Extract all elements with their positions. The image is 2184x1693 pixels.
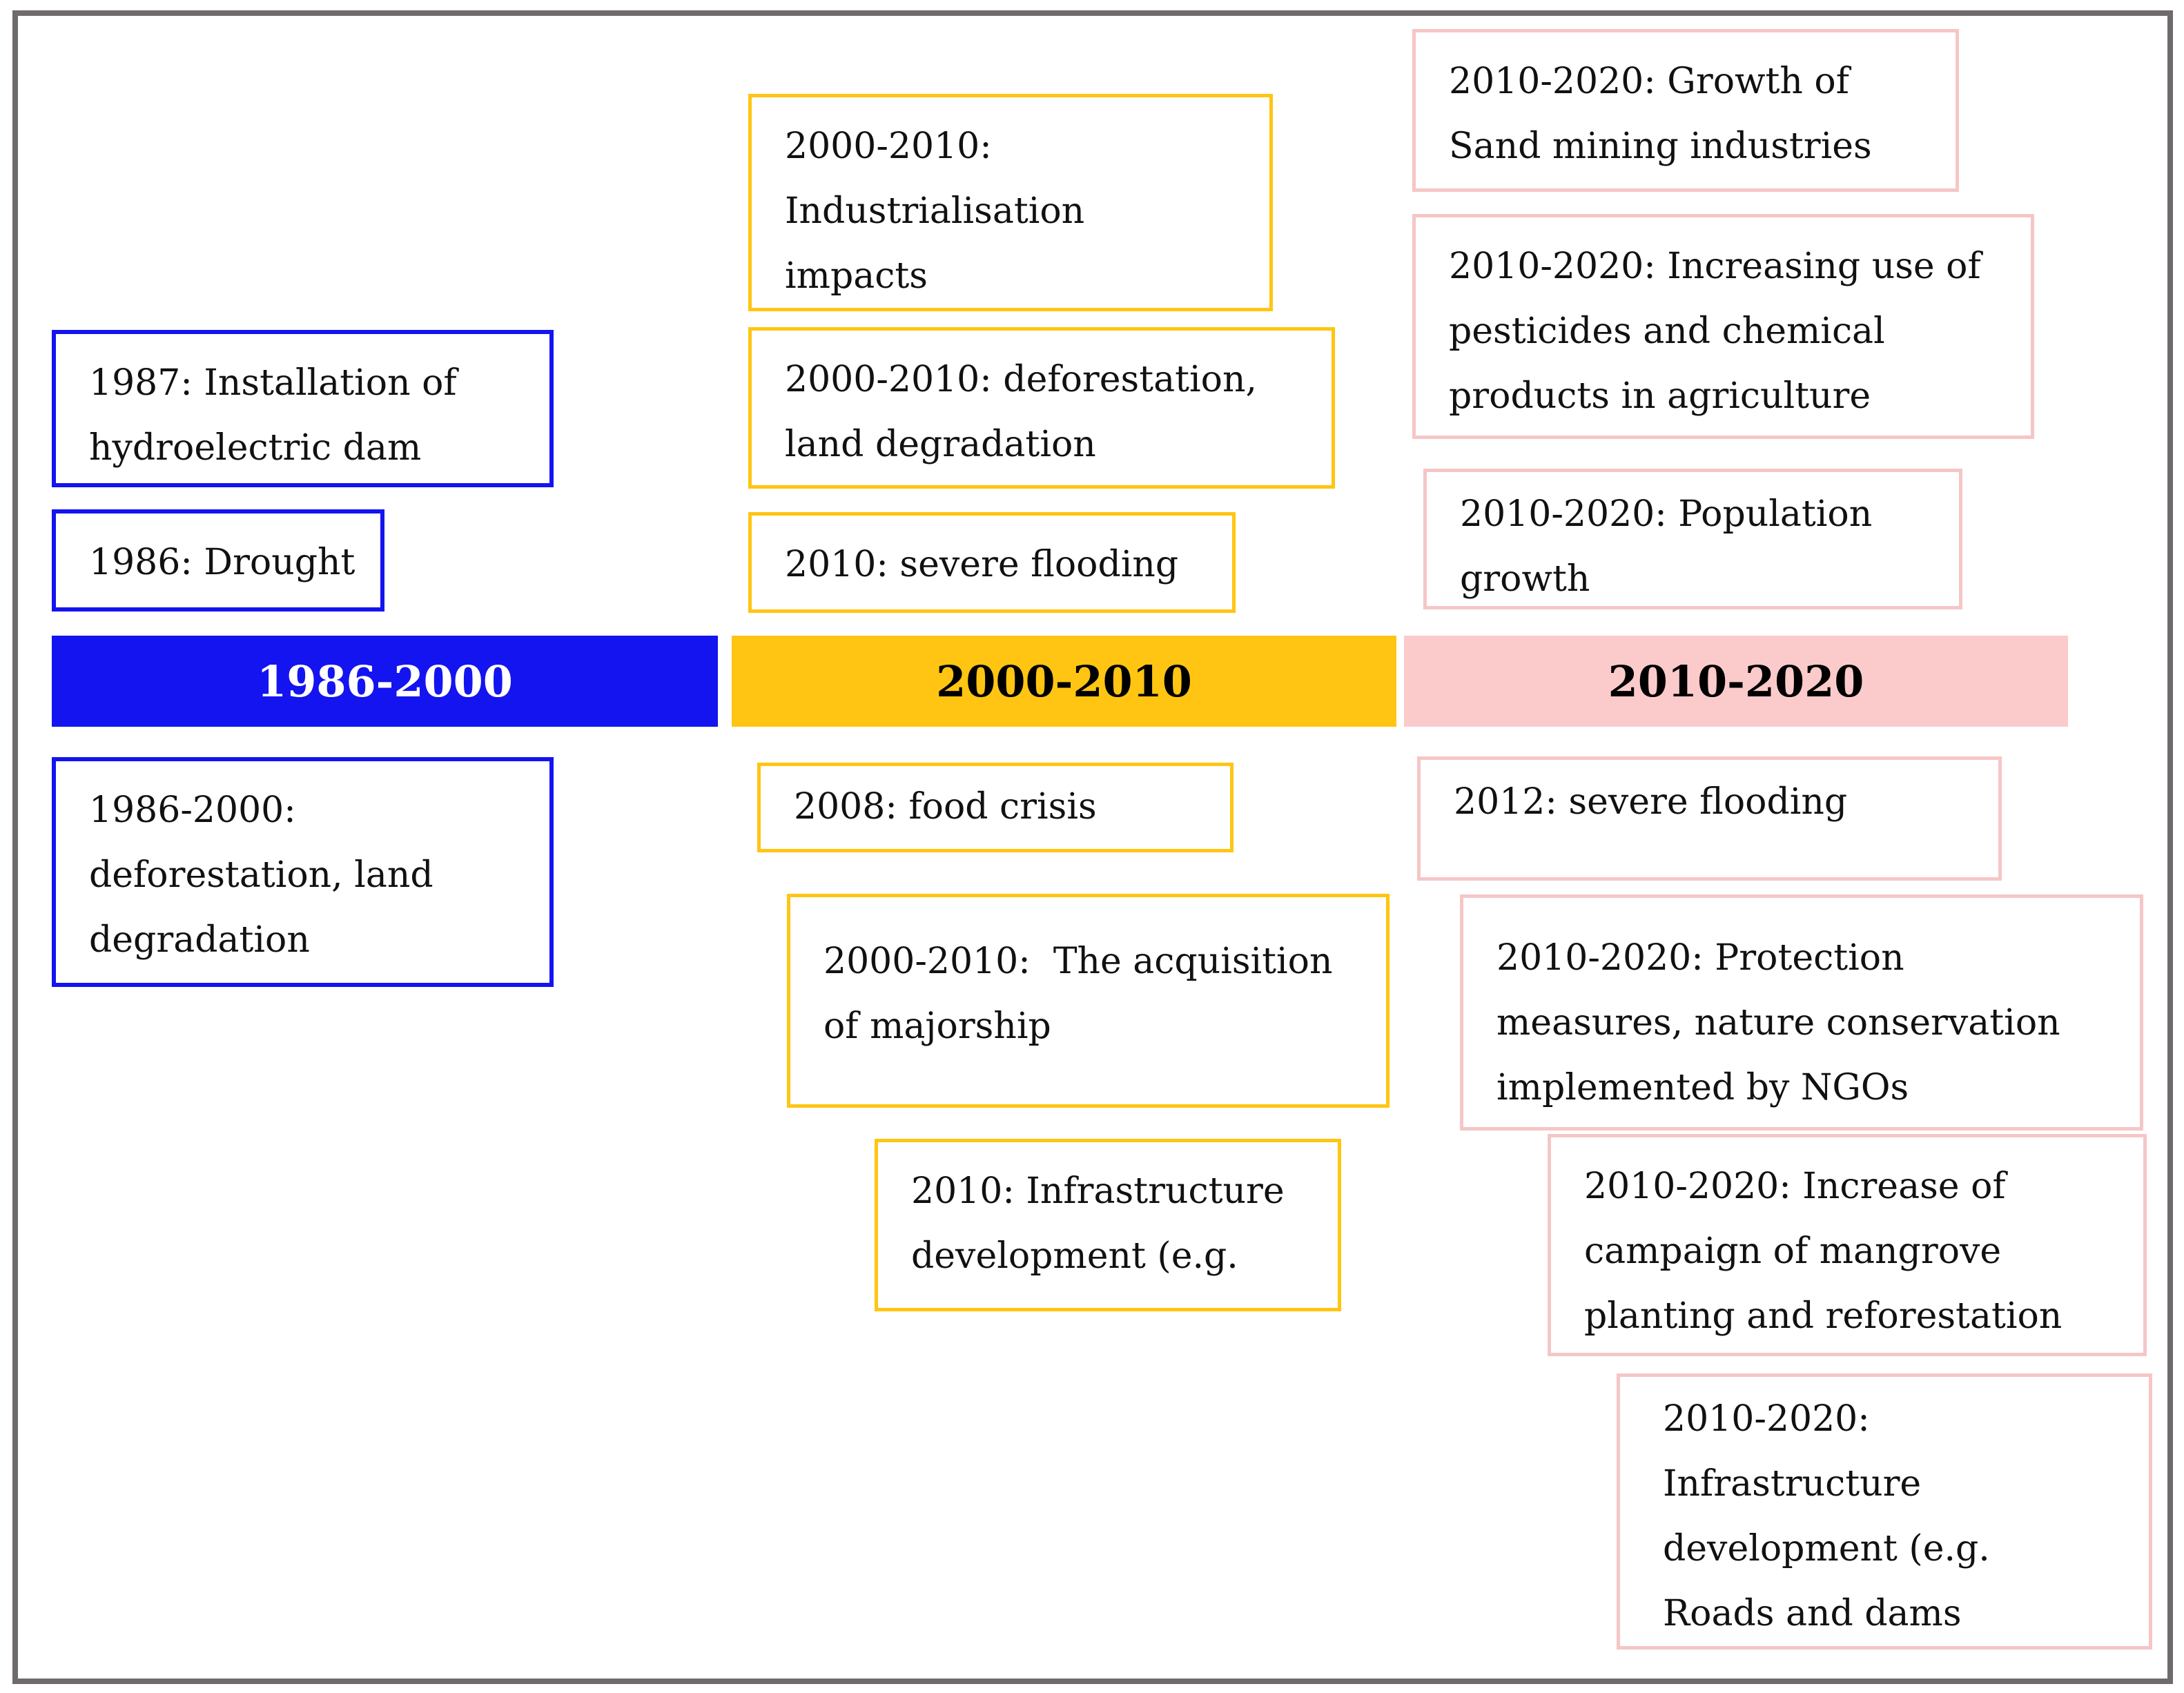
event-box-severe-flooding-2012: 2012: severe flooding <box>1417 756 2002 881</box>
event-box-pesticides: 2010-2020: Increasing use of pesticides … <box>1412 214 2034 439</box>
event-box-severe-flooding-2010: 2010: severe flooding <box>748 512 1236 613</box>
event-box-mangrove-campaign: 2010-2020: Increase of campaign of mangr… <box>1548 1134 2147 1356</box>
event-box-deforestation-2000-2010: 2000-2010: deforestation, land degradati… <box>748 327 1335 489</box>
event-box-drought: 1986: Drought <box>52 509 384 611</box>
event-box-sand-mining: 2010-2020: Growth of Sand mining industr… <box>1412 29 1959 192</box>
timeline-segment-1986-2000: 1986-2000 <box>52 636 718 727</box>
event-box-deforestation-1986-2000: 1986-2000: deforestation, land degradati… <box>52 757 554 987</box>
event-box-acquisition-majorship: 2000-2010: The acquisition of majorship <box>787 894 1390 1108</box>
event-box-protection-measures: 2010-2020: Protection measures, nature c… <box>1460 894 2143 1131</box>
event-box-industrialisation: 2000-2010: Industrialisation impacts <box>748 94 1273 311</box>
event-box-food-crisis-2008: 2008: food crisis <box>757 763 1234 852</box>
event-box-hydroelectric-dam: 1987: Installation of hydroelectric dam <box>52 330 554 487</box>
timeline-segment-2010-2020: 2010-2020 <box>1404 636 2068 727</box>
timeline-segment-2000-2010: 2000-2010 <box>732 636 1396 727</box>
event-box-infrastructure-2010: 2010: Infrastructure development (e.g. <box>875 1139 1341 1311</box>
event-box-roads-and-dams: 2010-2020: Infrastructure development (e… <box>1617 1373 2152 1650</box>
event-box-population-growth: 2010-2020: Population growth <box>1423 469 1962 609</box>
